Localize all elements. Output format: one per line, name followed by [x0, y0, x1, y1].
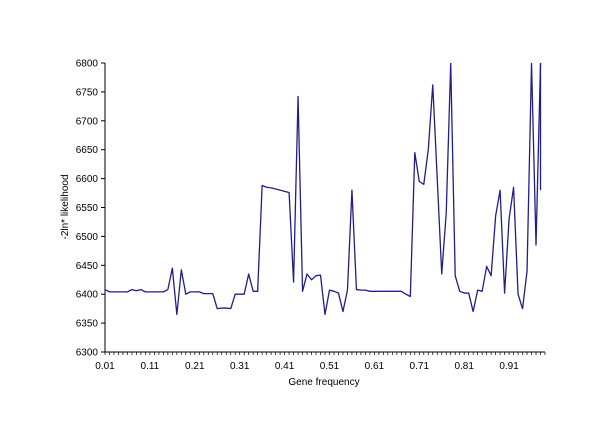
y-axis-label: -2ln* likelihood [60, 174, 71, 239]
x-tick-label: 0.01 [95, 361, 115, 372]
x-tick-label: 0.51 [320, 361, 340, 372]
x-tick-label: 0.91 [499, 361, 519, 372]
y-tick-label: 6300 [76, 348, 99, 359]
y-tick-label: 6700 [76, 116, 99, 127]
x-axis-label: Gene frequency [288, 377, 359, 388]
x-tick-label: 0.11 [141, 361, 160, 372]
x-tick-label: 0.71 [410, 361, 430, 372]
y-tick-label: 6400 [76, 290, 99, 301]
y-tick-label: 6600 [76, 174, 99, 185]
y-axis-label-group: -2ln* likelihood [60, 174, 71, 239]
y-tick-label: 6750 [76, 87, 99, 98]
y-tick-label: 6650 [76, 145, 99, 156]
series-line-0 [105, 63, 542, 316]
y-tick-label: 6500 [76, 232, 99, 243]
y-tick-labels: 6300 6350 6400 6450 6500 6550 6600 6650 6700 6750… [76, 59, 105, 359]
x-tick-label: 0.81 [454, 361, 474, 372]
y-tick-label: 6550 [76, 203, 99, 214]
y-tick-label: 6450 [76, 261, 99, 272]
x-tick-labels: 0.01 0.11 0.21 0.31 0.41 0.51 0.61 0.71 0.81 0.91 [95, 352, 546, 372]
x-tick-label: 0.41 [275, 361, 295, 372]
x-tick-label: 0.21 [185, 361, 205, 372]
y-tick-label: 6350 [76, 319, 99, 330]
y-tick-label: 6800 [76, 59, 99, 70]
plot-area [105, 63, 542, 316]
x-tick-label: 0.61 [365, 361, 385, 372]
axes [104, 63, 545, 353]
x-tick-label: 0.31 [230, 361, 250, 372]
